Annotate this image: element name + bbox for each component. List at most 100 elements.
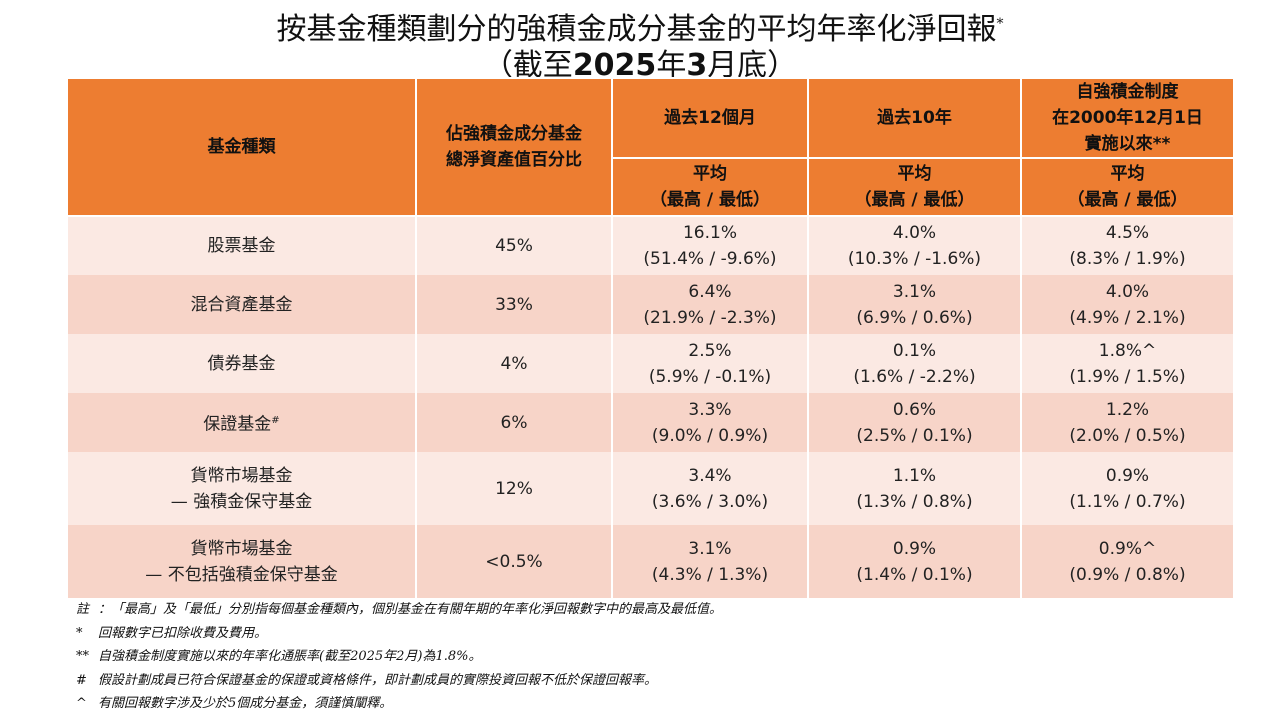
range-value: (2.5% / 0.1%) [856,425,973,446]
avg-value: 3.4% [688,465,732,486]
range-value: (10.3% / -1.6%) [847,249,982,269]
return-12m-cell: 16.1% (51.4% / -9.6%) [611,216,809,275]
fund-name-cell: 債券基金 [66,334,417,393]
return-inception-cell: 4.0% (4.9% / 2.1%) [1020,275,1235,334]
footnote-text: 回報數字已扣除收費及費用。 [98,625,268,641]
footnote-text: 假設計劃成員已符合保證基金的保證或資格條件，即計劃成員的實際投資回報不低於保證回… [98,672,658,688]
range-value: (1.4% / 0.1%) [856,564,973,585]
hilo-label: （最高 / 最低） [854,190,975,210]
range-value: (1.3% / 0.8%) [856,491,973,512]
header-inception-line3: 實施以來** [1084,134,1171,154]
hilo-label: （最高 / 最低） [649,190,771,210]
range-value: (5.9% / -0.1%) [648,366,772,387]
range-value: (3.6% / 3.0%) [651,491,769,512]
footnote-mark: # [76,672,87,688]
range-value: (1.6% / -2.2%) [853,366,976,387]
avg-label: 平均 [1110,164,1145,184]
table-row-bond: 債券基金 4% 2.5% (5.9% / -0.1%) 0.1% (1.6% / -… [66,334,1235,393]
avg-value: 0.9% [1105,465,1150,486]
header-row-1: 基金種類 佔強積金成分基金 總淨資產值百分比 過去12個月 過去10年 自強積金制… [66,77,1235,217]
avg-value: 1.8%^ [1098,340,1157,361]
return-12m-cell: 6.4% (21.9% / -2.3%) [611,275,809,334]
avg-value: 4.0% [1105,281,1150,302]
fund-name-cell: 混合資產基金 [66,275,417,334]
header-period-10y: 過去10年 [807,77,1022,159]
header-period-12m: 過去12個月 [611,77,809,159]
share-cell: 12% [415,452,613,525]
return-12m-cell: 2.5% (5.9% / -0.1%) [611,334,809,393]
avg-value: 1.1% [892,465,937,486]
share-cell: 45% [415,216,613,275]
share-cell: 4% [415,334,613,393]
return-10y-cell: 4.0% (10.3% / -1.6%) [807,216,1022,275]
fund-name-line2: — 強積金保守基金 [170,491,313,512]
avg-value: 3.3% [688,399,732,420]
header-period-inception: 自強積金制度在2000年12月1日 實施以來** [1020,77,1235,159]
table-row-equity: 股票基金 45% 16.1% (51.4% / -9.6%) 4.0% (10.3%… [66,216,1235,275]
range-value: (4.9% / 2.1%) [1069,307,1186,328]
avg-value: 2.5% [688,340,732,361]
range-value: (2.0% / 0.5%) [1069,425,1186,446]
avg-label: 平均 [897,164,932,184]
footnote: * 回報數字已扣除收費及費用。 [76,622,1236,646]
return-10y-cell: 0.9% (1.4% / 0.1%) [807,525,1022,598]
table-row-guaranteed: 保證基金# 6% 3.3% (9.0% / 0.9%) 0.6% (2.5% / 0… [66,393,1235,452]
return-10y-cell: 0.6% (2.5% / 0.1%) [807,393,1022,452]
return-inception-cell: 1.8%^ (1.9% / 1.5%) [1020,334,1235,393]
footnote-mark: 註 [76,602,90,617]
range-value: (4.3% / 1.3%) [651,564,769,585]
title-text: 按基金種類劃分的強積金成分基金的平均年率化淨回報 [276,12,997,47]
subtitle-month: 3 [686,48,708,83]
avg-value: 6.4% [688,281,732,302]
avg-label: 平均 [693,164,727,184]
header-row-2: 平均 （最高 / 最低） 平均 （最高 / 最低） 平均 （最高 / 最低） [67,157,1235,217]
header-avg-inception: 平均 （最高 / 最低） [1020,157,1235,217]
page-title: 按基金種類劃分的強積金成分基金的平均年率化淨回報* [0,6,1280,48]
range-value: (9.0% / 0.9%) [651,425,769,446]
footnote: ^ 有關回報數字涉及少於5個成分基金，須謹慎闡釋。 [76,692,1236,716]
title-block: 按基金種類劃分的強積金成分基金的平均年率化淨回報* （截至2025年3月底） [0,0,1280,84]
avg-value: 0.6% [892,399,937,420]
return-12m-cell: 3.3% (9.0% / 0.9%) [611,393,809,452]
range-value: (8.3% / 1.9%) [1069,249,1186,269]
fund-name-cell: 保證基金# [66,393,417,452]
return-inception-cell: 0.9%^ (0.9% / 0.8%) [1020,525,1235,598]
header-share: 佔強積金成分基金 總淨資產值百分比 [415,77,613,217]
header-avg-10y: 平均 （最高 / 最低） [807,157,1022,217]
guaranteed-footnote-mark: # [271,414,280,426]
table-row-money-market-other: 貨幣市場基金 — 不包括強積金保守基金 <0.5% 3.1% (4.3% / 1.3… [66,525,1235,598]
header-inception-line1: 自強積金制度 [1076,82,1179,102]
fund-name-cell: 股票基金 [66,216,417,275]
header-share-line1: 佔強積金成分基金 [446,124,582,144]
footnote-mark: * [76,625,83,641]
avg-value: 4.0% [892,223,937,243]
header-inception-line2: 在2000年12月1日 [1052,108,1203,128]
return-10y-cell: 0.1% (1.6% / -2.2%) [807,334,1022,393]
hilo-label: （最高 / 最低） [1067,190,1188,210]
title-footnote-mark: * [996,16,1004,32]
range-value: (21.9% / -2.3%) [643,307,777,328]
return-inception-cell: 1.2% (2.0% / 0.5%) [1020,393,1235,452]
avg-value: 3.1% [892,281,937,302]
footnote: # 假設計劃成員已符合保證基金的保證或資格條件，即計劃成員的實際投資回報不低於保證… [76,669,1236,693]
return-inception-cell: 4.5% (8.3% / 1.9%) [1020,216,1235,275]
share-cell: <0.5% [415,525,613,598]
avg-value: 4.5% [1105,223,1150,243]
range-value: (1.1% / 0.7%) [1069,491,1186,512]
fund-name-line1: 貨幣市場基金 [190,465,293,486]
avg-value: 16.1% [682,223,737,243]
table-row-mixed-assets: 混合資產基金 33% 6.4% (21.9% / -2.3%) 3.1% (6.9%… [66,275,1235,334]
return-10y-cell: 1.1% (1.3% / 0.8%) [807,452,1022,525]
return-12m-cell: 3.1% (4.3% / 1.3%) [611,525,809,598]
footnotes: 註 ：「最高」及「最低」分別指每個基金種類內，個別基金在有關年期的年率化淨回報數字… [76,598,1236,716]
return-12m-cell: 3.4% (3.6% / 3.0%) [611,452,809,525]
header-fund-type: 基金種類 [66,77,417,217]
range-value: (1.9% / 1.5%) [1069,366,1186,387]
avg-value: 0.9% [892,538,937,559]
fund-name-line1: 貨幣市場基金 [190,538,293,559]
fund-name-cell: 貨幣市場基金 — 不包括強積金保守基金 [66,525,417,598]
fund-name-cell: 貨幣市場基金 — 強積金保守基金 [66,452,417,525]
header-avg-12m: 平均 （最高 / 最低） [611,157,809,217]
avg-value: 3.1% [688,538,732,559]
range-value: (51.4% / -9.6%) [643,249,777,269]
